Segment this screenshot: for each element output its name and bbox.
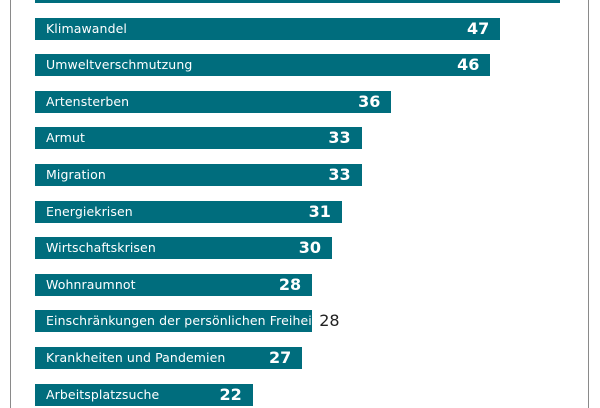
bar-value: 33: [328, 128, 351, 148]
bar-value: 36: [358, 91, 381, 111]
bar-label: Arbeitsplatzsuche: [46, 386, 160, 402]
bar: Wohnraumnot 28: [35, 273, 313, 296]
bar-value: 31: [308, 201, 331, 221]
bar: Krankheiten und Pandemien 27: [35, 347, 303, 369]
bar: Wirtschaftskrisen 30: [35, 237, 332, 260]
bar: Artensterben 36: [35, 90, 392, 113]
bar: Umweltverschmutzung 46: [35, 54, 491, 77]
bar: Energiekrisen 31: [35, 200, 342, 223]
bar-value: 28: [319, 311, 340, 331]
bar: Klimawandel 47: [35, 17, 501, 40]
bar-value: 27: [269, 348, 292, 367]
bar: Armut 33: [35, 127, 362, 150]
bar: Migration 33: [35, 164, 362, 186]
bar-label: Energiekrisen: [46, 203, 133, 219]
bar-label: Umweltverschmutzung: [46, 57, 193, 73]
bar-value: 47: [467, 18, 490, 38]
bar-value: 30: [298, 238, 321, 258]
bar-value: 46: [457, 55, 480, 75]
bar: Arbeitsplatzsuche 22: [35, 383, 253, 406]
bar-label: Krankheiten und Pandemien: [46, 350, 226, 365]
bar-label: Wirtschaftskrisen: [46, 240, 156, 256]
bar: [35, 0, 560, 3]
bar-label: Wohnraumnot: [46, 276, 136, 292]
chart-frame: [10, 0, 589, 408]
bar-label: Artensterben: [46, 93, 130, 109]
bar-value: 33: [328, 165, 351, 184]
bar-label: Migration: [46, 167, 106, 182]
bar-value: 28: [278, 274, 302, 294]
bar-label: Armut: [46, 130, 85, 146]
bar-label: Einschränkungen der persönlichen Freihei…: [46, 313, 317, 329]
bar-label: Klimawandel: [46, 20, 127, 36]
bar: Einschränkungen der persönlichen Freihei…: [35, 310, 340, 333]
bar-value: 22: [219, 384, 242, 404]
